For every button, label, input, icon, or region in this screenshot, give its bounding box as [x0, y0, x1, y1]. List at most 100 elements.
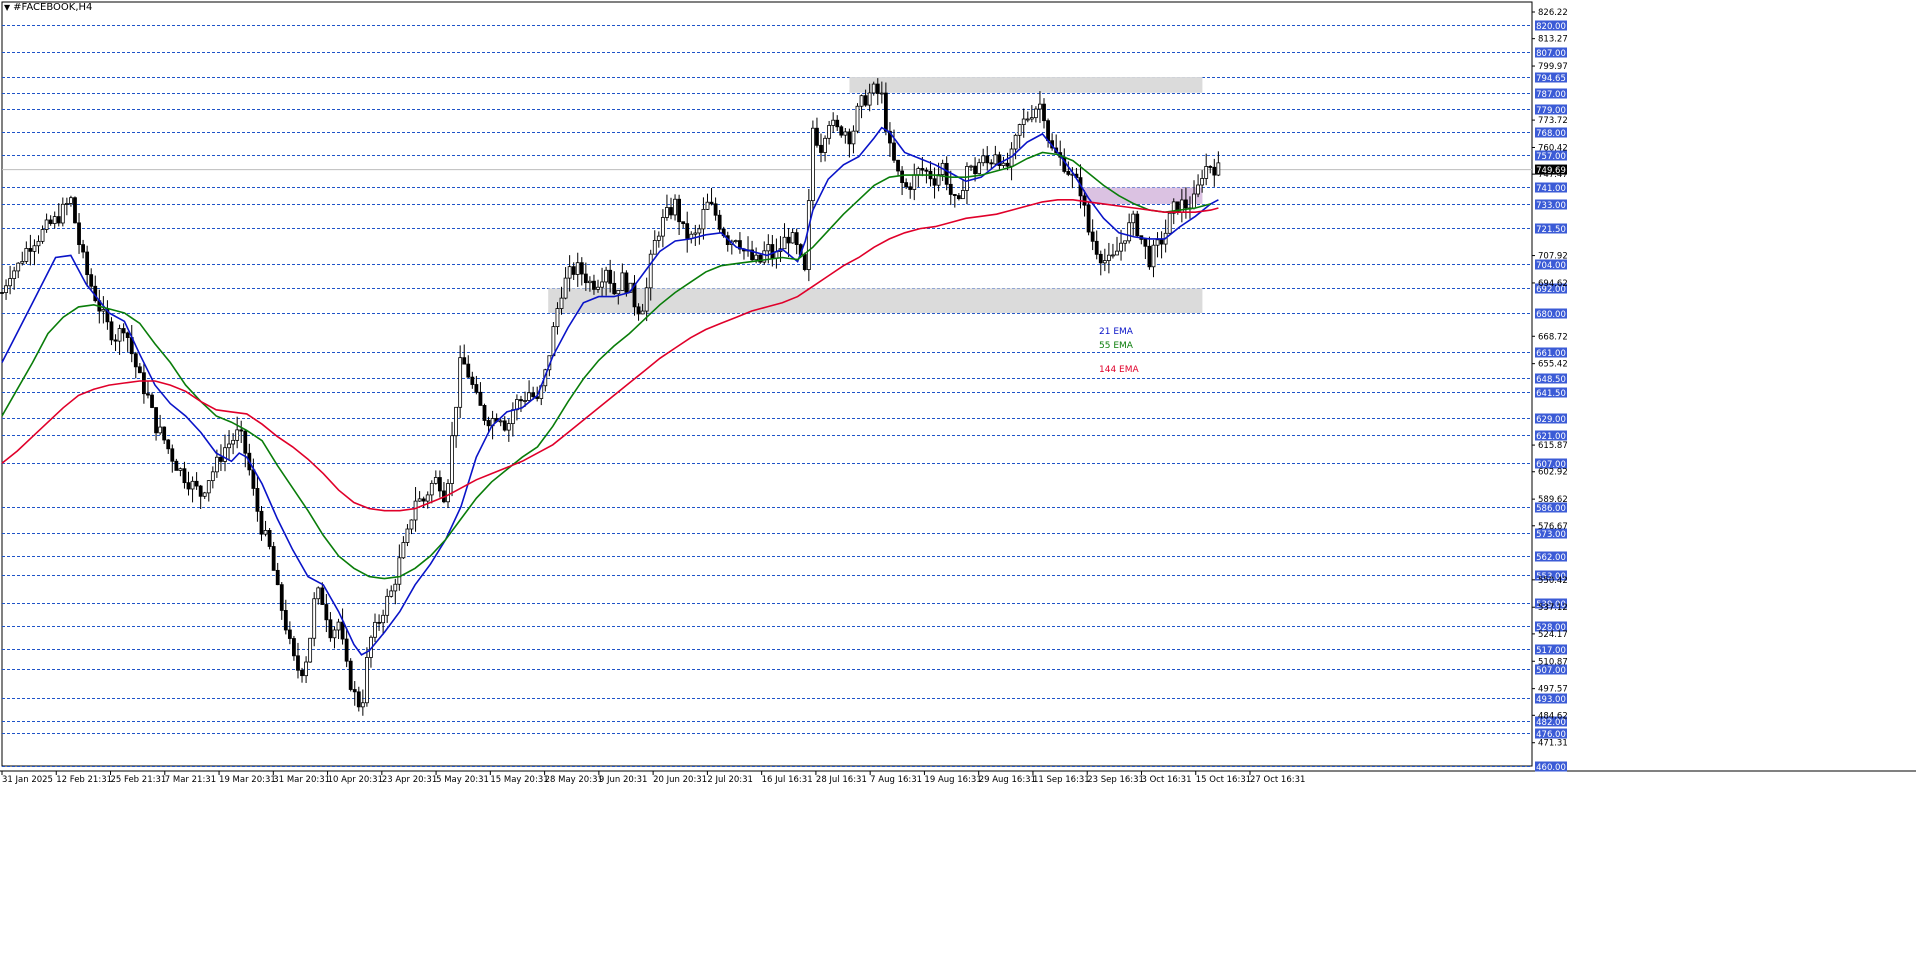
- candles: [0, 78, 1221, 716]
- candle-body: [40, 229, 45, 242]
- price-tag: [1535, 502, 1567, 513]
- x-tick-label: 19 Mar 20:31: [219, 775, 276, 785]
- candle-body: [296, 655, 300, 671]
- y-tick-label: 668.72: [1538, 332, 1568, 342]
- x-tick-label: 25 Feb 21:31: [111, 775, 167, 785]
- candle-body: [373, 621, 377, 638]
- x-tick-label: 23 Sep 16:31: [1087, 775, 1144, 785]
- candle-body: [656, 235, 661, 241]
- candle-body: [393, 583, 398, 592]
- candle-body: [446, 483, 450, 503]
- candle-body: [482, 405, 487, 421]
- candle-body: [263, 530, 268, 535]
- candle-body: [36, 240, 41, 247]
- candle-body: [69, 197, 73, 204]
- candle-body: [936, 174, 941, 186]
- candle-body: [1127, 222, 1132, 242]
- candle-body: [429, 482, 434, 496]
- x-tick-label: 10 Apr 20:31: [328, 775, 383, 785]
- price-tag: [1535, 259, 1567, 270]
- candle-body: [214, 456, 219, 473]
- candle-body: [1013, 134, 1018, 150]
- candle-body: [125, 332, 130, 338]
- candle-body: [956, 195, 961, 200]
- candle-body: [182, 468, 187, 484]
- candle-body: [794, 232, 799, 245]
- y-tick-label: 576.67: [1538, 522, 1568, 532]
- price-tag-label: 721.50: [1536, 225, 1566, 235]
- candle-body: [506, 423, 511, 431]
- candle-body: [831, 119, 836, 126]
- candle-body: [738, 240, 742, 250]
- price-tag-label: 807.00: [1536, 49, 1566, 59]
- candle-body: [28, 248, 33, 252]
- candle-body: [806, 200, 811, 270]
- x-tick-label: 11 Sep 16:31: [1033, 775, 1090, 785]
- candle-body: [52, 216, 57, 224]
- candle-body: [717, 214, 722, 230]
- price-tag: [1535, 373, 1567, 384]
- candle-body: [162, 426, 167, 441]
- y-tick-label: 471.31: [1538, 739, 1568, 749]
- candle-body: [48, 219, 53, 224]
- candle-body: [304, 661, 308, 677]
- candle-body: [697, 228, 702, 234]
- candle-body: [470, 376, 475, 385]
- candle-body: [802, 254, 807, 270]
- ema-line: [1, 126, 1219, 656]
- candle-body: [1111, 254, 1115, 257]
- candle-body: [892, 142, 896, 161]
- candle-body: [332, 629, 337, 639]
- price-tag: [1535, 88, 1567, 99]
- candle-body: [81, 244, 85, 253]
- price-tag: [1535, 528, 1567, 539]
- zone-2: [548, 288, 1203, 314]
- candle-body: [843, 131, 848, 136]
- candle-body: [20, 261, 25, 264]
- x-tick-label: 19 Aug 16:31: [924, 775, 981, 785]
- x-tick-label: 7 Mar 21:31: [165, 775, 216, 785]
- candle-body: [600, 281, 604, 288]
- candle-body: [879, 92, 884, 95]
- candle-body: [827, 125, 832, 139]
- candle-body: [762, 250, 767, 263]
- candle-body: [8, 278, 13, 287]
- candle-body: [648, 253, 653, 289]
- candle-body: [867, 92, 872, 106]
- price-tag-label: 820.00: [1536, 22, 1566, 32]
- x-tick-label: 29 Aug 16:31: [979, 775, 1036, 785]
- candle-body: [823, 137, 827, 153]
- candle-body: [1094, 240, 1099, 255]
- candle-body: [381, 614, 386, 624]
- price-tag-label: 476.00: [1536, 730, 1566, 740]
- candle-body: [348, 660, 353, 690]
- candle-body: [859, 95, 864, 107]
- candle-body: [673, 198, 677, 216]
- candle-body: [231, 439, 236, 445]
- candle-body: [596, 286, 600, 290]
- chevron-down-icon[interactable]: ▼: [4, 3, 11, 12]
- candle-body: [292, 638, 296, 657]
- price-tag-label: 573.00: [1536, 530, 1566, 540]
- x-tick-label: 15 Oct 16:31: [1196, 775, 1251, 785]
- x-tick-label: 2 Jul 20:31: [707, 775, 753, 785]
- y-tick-label: 550.42: [1538, 576, 1568, 586]
- candle-body: [101, 309, 106, 312]
- y-tick-label: 694.62: [1538, 279, 1568, 289]
- y-tick-label: 773.72: [1538, 116, 1568, 126]
- price-tag: [1535, 458, 1567, 469]
- candle-body: [1001, 162, 1006, 166]
- candle-body: [632, 282, 637, 308]
- price-tag: [1535, 308, 1567, 319]
- candle-body: [287, 629, 292, 639]
- grid-lines: [0, 1, 1916, 772]
- chart-title: ▼ #FACEBOOK,H4: [4, 2, 92, 13]
- candle-body: [300, 669, 304, 677]
- y-tick-label: 602.92: [1538, 468, 1568, 478]
- x-tick-label: 27 Oct 16:31: [1250, 775, 1305, 785]
- candle-body: [401, 542, 406, 559]
- candle-body: [340, 621, 345, 640]
- candle-body: [665, 207, 669, 218]
- price-tag-label: 493.00: [1536, 695, 1566, 705]
